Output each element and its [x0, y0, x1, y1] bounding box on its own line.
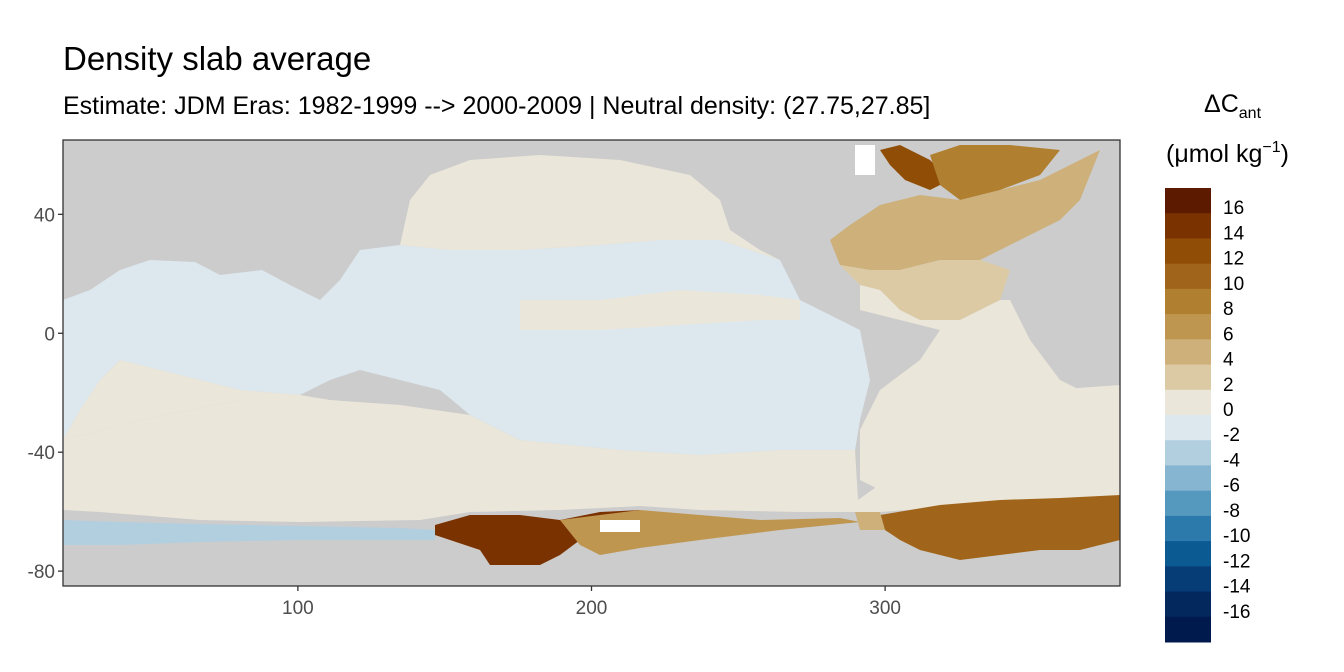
legend-swatch	[1165, 541, 1211, 567]
legend-swatch	[1165, 188, 1211, 214]
subtropical-atlantic	[840, 260, 1010, 320]
legend-label: 12	[1223, 249, 1244, 270]
legend-label: -4	[1223, 450, 1240, 471]
legend-swatch	[1165, 465, 1211, 492]
y-tick-label: 40	[34, 205, 55, 226]
y-tick-label: 0	[44, 324, 55, 345]
legend-label: 8	[1223, 299, 1234, 320]
legend-label: -8	[1223, 501, 1240, 522]
legend-swatch	[1165, 591, 1211, 618]
legend-swatch	[1165, 339, 1211, 366]
indian-ocean-south	[63, 360, 330, 440]
legend-label: -6	[1223, 476, 1240, 497]
legend-units: (μmol kg−1)	[1166, 139, 1289, 168]
chart-title: Density slab average	[63, 40, 372, 77]
legend-label: -2	[1223, 425, 1240, 446]
legend-swatch	[1165, 288, 1211, 315]
x-axis: 100 200 300	[282, 586, 901, 619]
legend-label: -12	[1223, 551, 1250, 572]
legend-swatch	[1165, 490, 1211, 517]
y-tick-label: -40	[28, 443, 55, 464]
legend-swatch	[1165, 616, 1211, 643]
legend-label: 4	[1223, 350, 1234, 371]
legend-label: 6	[1223, 324, 1234, 345]
north-pacific	[400, 155, 780, 260]
legend-swatch	[1165, 238, 1211, 265]
south-atlantic	[860, 285, 1120, 506]
missing-patch	[855, 145, 875, 175]
legend-swatch	[1165, 263, 1211, 290]
missing-patch	[600, 520, 640, 532]
weddell-sea	[880, 495, 1120, 560]
legend-label: 16	[1223, 198, 1244, 219]
legend-label: 10	[1223, 274, 1244, 295]
legend-swatch	[1165, 515, 1211, 542]
legend-swatch	[1165, 314, 1211, 340]
legend-swatch	[1165, 440, 1211, 466]
irminger-sea	[930, 145, 1060, 200]
labrador-sea	[880, 145, 950, 190]
east-pacific-band	[520, 290, 800, 330]
north-atlantic-mid	[830, 150, 1100, 270]
x-tick-label: 300	[869, 598, 901, 619]
y-axis: 40 0 -40 -80	[28, 205, 63, 583]
legend-swatch	[1165, 415, 1211, 441]
legend-swatch	[1165, 364, 1211, 391]
legend-label: 0	[1223, 400, 1234, 421]
chart-subtitle: Estimate: JDM Eras: 1982-1999 --> 2000-2…	[63, 92, 931, 120]
legend-label: 2	[1223, 375, 1234, 396]
legend: ΔCant (μmol kg−1) 16 14 12 10 8 6 4 2 0 -2 -4 -6 -8 -…	[1165, 90, 1289, 643]
legend-label: -10	[1223, 526, 1250, 547]
legend-label: -16	[1223, 602, 1250, 623]
legend-label: 14	[1223, 223, 1245, 244]
legend-title: ΔCant	[1204, 90, 1262, 122]
indian-antarctic-negative	[63, 520, 435, 545]
legend-swatch	[1165, 213, 1211, 239]
weddell-fringe	[855, 512, 885, 530]
x-tick-label: 200	[576, 598, 608, 619]
southern-ocean-band	[63, 385, 1120, 522]
y-tick-label: -80	[28, 562, 55, 583]
legend-label: -14	[1223, 577, 1251, 598]
map-panel	[63, 140, 1120, 586]
legend-swatch	[1165, 566, 1211, 593]
legend-swatch	[1165, 389, 1211, 416]
x-tick-label: 100	[282, 598, 314, 619]
